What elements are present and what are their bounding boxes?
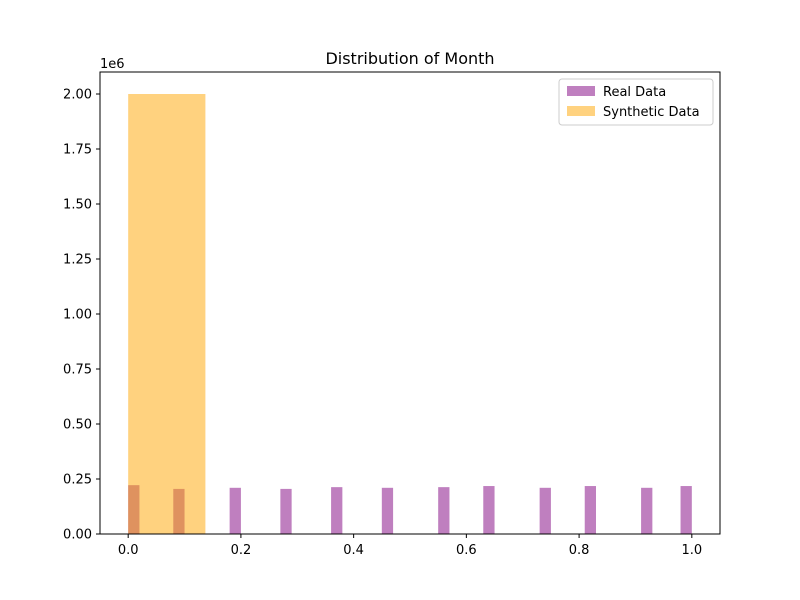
synthetic-data-bar-0 [128, 94, 206, 534]
plot-frame [99, 71, 721, 535]
y-tick-label: 0.00 [63, 528, 92, 543]
y-tick-label: 1.00 [63, 308, 92, 323]
real-data-bar-6 [438, 487, 450, 534]
real-data-bar-3 [280, 488, 292, 534]
real-data-bar-7 [483, 486, 495, 534]
y-tick-label: 1.50 [63, 198, 92, 213]
x-tick-label: 0.8 [569, 543, 590, 558]
real-data-bar-4 [331, 487, 343, 534]
x-tick-label: 0.4 [343, 543, 364, 558]
chart-title: Distribution of Month [325, 49, 494, 68]
y-tick-label: 2.00 [63, 88, 92, 103]
legend-swatch-synthetic-data [567, 106, 595, 116]
y-axis: 0.00 0.25 0.50 0.75 1.00 1.25 1.50 1.75 2.00 [63, 88, 100, 543]
y-tick-label: 0.50 [63, 418, 92, 433]
bars-layer [128, 94, 692, 534]
legend-label-synthetic-data: Synthetic Data [603, 105, 700, 120]
x-axis: 0.0 0.2 0.4 0.6 0.8 1.0 [118, 534, 702, 558]
legend: Real Data Synthetic Data [558, 78, 714, 126]
legend-label-real-data: Real Data [603, 85, 666, 100]
real-data-bar-8 [539, 487, 551, 534]
x-tick-label: 0.2 [231, 543, 252, 558]
x-tick-label: 0.0 [118, 543, 139, 558]
y-tick-label: 1.25 [63, 253, 92, 268]
legend-box [558, 78, 714, 126]
y-tick-label: 0.75 [63, 363, 92, 378]
real-data-bar-9 [584, 486, 596, 534]
y-tick-label: 0.25 [63, 473, 92, 488]
legend-swatch-real-data [567, 86, 595, 96]
real-data-bar-2 [229, 487, 241, 534]
x-tick-label: 1.0 [681, 543, 702, 558]
real-data-bar-10 [641, 487, 653, 534]
y-axis-offset-text: 1e6 [100, 57, 125, 72]
y-tick-label: 1.75 [63, 143, 92, 158]
real-data-bar-5 [381, 487, 394, 534]
real-data-bar-11 [680, 486, 692, 534]
x-tick-label: 0.6 [456, 543, 477, 558]
